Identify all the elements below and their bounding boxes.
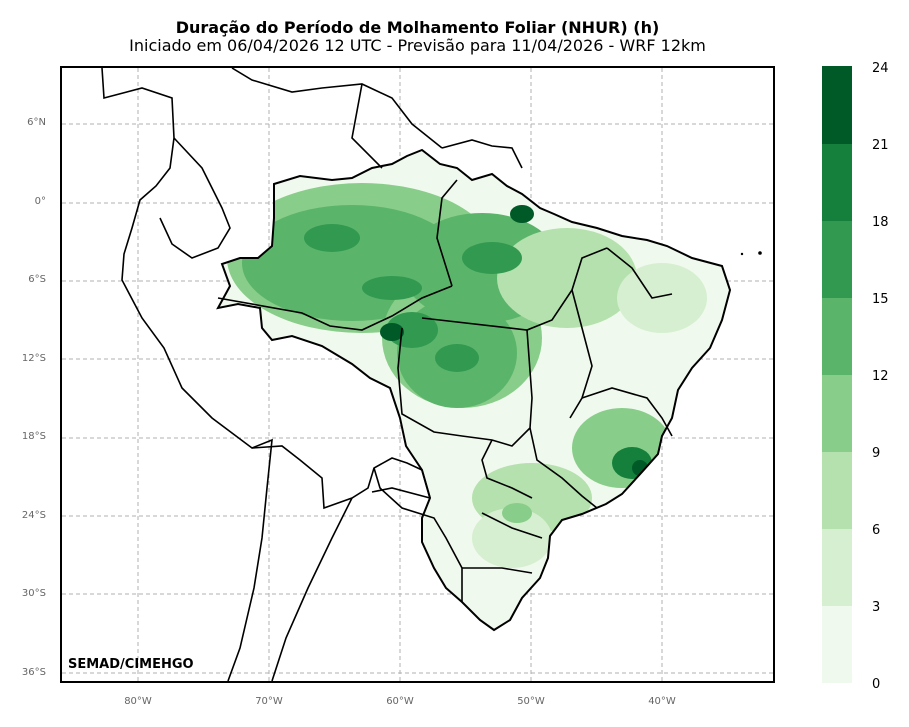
lat-label-18s: 18°S (21, 431, 46, 442)
lat-label-36s: 36°S (21, 667, 46, 678)
credit-label: SEMAD/CIMEHGO (68, 657, 194, 672)
colorbar-segment (822, 66, 852, 144)
lat-label-0: 0° (34, 196, 46, 207)
colorbar (822, 66, 852, 683)
colorbar-segment (822, 375, 852, 452)
colorbar-tick-label: 21 (872, 138, 889, 153)
colorbar-tick-label: 24 (872, 61, 889, 76)
colorbar-segment (822, 529, 852, 606)
lat-label-24s: 24°S (21, 510, 46, 521)
colorbar-tick-label: 9 (872, 446, 881, 461)
map-canvas (62, 68, 773, 681)
colorbar-tick-label: 3 (872, 600, 881, 615)
lat-label-6n: 6°N (27, 117, 46, 128)
colorbar-segment (822, 298, 852, 375)
lon-label-60w: 60°W (386, 696, 414, 707)
map-subtitle: Iniciado em 06/04/2026 12 UTC - Previsão… (129, 36, 706, 55)
lon-label-80w: 80°W (124, 696, 152, 707)
colorbar-segment (822, 144, 852, 221)
islands (740, 251, 762, 256)
lon-label-40w: 40°W (648, 696, 676, 707)
lat-label-30s: 30°S (21, 588, 46, 599)
brazil-nhur-field (217, 149, 731, 631)
map-title: Duração do Período de Molhamento Foliar … (175, 18, 660, 37)
colorbar-tick-label: 15 (872, 292, 889, 307)
colorbar-tick-label: 18 (872, 215, 889, 230)
colorbar-tick-label: 12 (872, 369, 889, 384)
lon-label-50w: 50°W (517, 696, 545, 707)
colorbar-segment (822, 606, 852, 683)
colorbar-tick-label: 6 (872, 523, 881, 538)
lat-label-12s: 12°S (21, 353, 46, 364)
map-frame (60, 66, 775, 683)
colorbar-tick-label: 0 (872, 677, 881, 692)
state-borders (217, 179, 673, 574)
neighbor-borders (101, 68, 523, 681)
colorbar-segment (822, 221, 852, 298)
lat-label-6s: 6°S (28, 274, 46, 285)
colorbar-segment (822, 452, 852, 529)
lon-label-70w: 70°W (255, 696, 283, 707)
